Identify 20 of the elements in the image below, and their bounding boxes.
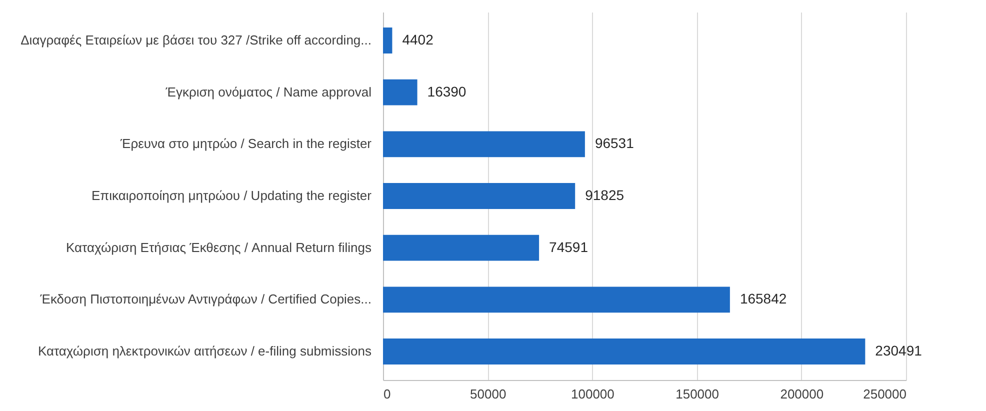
data-label: 4402 — [402, 32, 434, 48]
x-tick-label: 100000 — [571, 386, 614, 402]
y-tick-label: Καταχώριση ηλεκτρονικών αιτήσεων / e-filing submissions — [38, 343, 372, 358]
y-tick-label: Έκδοση Πιστοποιημένων Αντιγράφων / Certified Copies... — [39, 292, 372, 307]
x-tick-label: 0 — [384, 386, 391, 402]
data-label: 16390 — [427, 83, 466, 100]
data-label: 230491 — [875, 342, 922, 358]
data-label: 96531 — [594, 135, 634, 152]
y-tick-label: Επικαιροποίηση μητρώου / Updating the register — [92, 188, 372, 203]
y-tick-label: Έρευνα στο μητρώο / Search in the register — [120, 136, 372, 152]
y-tick-label: Έγκριση ονόματος / Name approval — [164, 84, 372, 100]
x-tick-label: 250000 — [863, 386, 906, 402]
data-label: 91825 — [585, 187, 624, 203]
x-tick-label: 150000 — [676, 386, 719, 402]
x-tick-label: 200000 — [780, 386, 824, 402]
y-tick-label: Καταχώριση Ετήσιας Έκθεσης / Annual Return filings — [66, 240, 372, 255]
data-label: 74591 — [549, 238, 588, 255]
data-label: 165842 — [740, 290, 787, 307]
y-tick-label: Διαγραφές Εταιρείων με βάσει του 327 /Strike off according... — [20, 32, 372, 48]
x-tick-label: 50000 — [470, 386, 506, 402]
